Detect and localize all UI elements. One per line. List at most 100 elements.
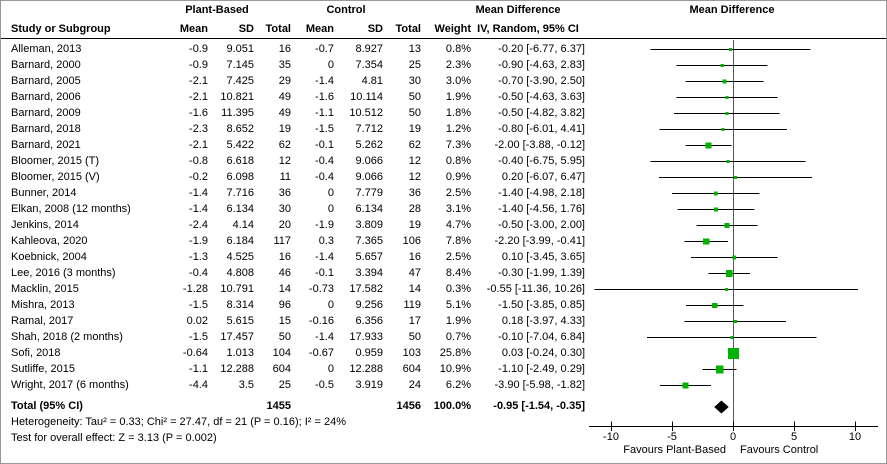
pb-sd-value: 10.791 (220, 283, 254, 295)
col-header-pb-total: Total (265, 23, 291, 35)
ci-text-value: -0.50 [-4.63, 3.63] (498, 91, 585, 103)
weight-value: 0.8% (445, 43, 471, 55)
study-marker (733, 319, 737, 324)
study-name: Jenkins, 2014 (11, 219, 79, 231)
pb-total-value: 46 (278, 267, 291, 279)
study-name: Bunner, 2014 (11, 187, 77, 199)
ci-text-value: -0.80 [-6.01, 4.41] (498, 123, 585, 135)
study-name: Macklin, 2015 (11, 283, 79, 295)
c-sd-value: 17.933 (349, 331, 383, 343)
study-name: Koebnick, 2004 (11, 251, 87, 263)
study-name: Barnard, 2000 (11, 59, 81, 71)
pb-sd-value: 5.615 (226, 315, 254, 327)
study-row: Macklin, 2015 -1.28 10.791 14 -0.73 17.5… (1, 281, 585, 297)
ci-text-value: -1.50 [-3.85, 0.85] (498, 299, 585, 311)
study-row: Alleman, 2013 -0.9 9.051 16 -0.7 8.927 1… (1, 41, 585, 57)
weight-value: 1.8% (445, 107, 471, 119)
study-row: Barnard, 2000 -0.9 7.145 35 0 7.354 25 2… (1, 57, 585, 73)
c-total-value: 50 (408, 91, 421, 103)
c-total-value: 106 (402, 235, 421, 247)
group-header-plant-based: Plant-Based (185, 4, 249, 16)
c-sd-value: 6.356 (355, 315, 383, 327)
total-pb-n: 1455 (266, 400, 291, 412)
study-marker (726, 160, 730, 163)
pb-total-value: 35 (278, 59, 291, 71)
c-total-value: 103 (402, 347, 421, 359)
c-mean-value: -1.4 (315, 251, 334, 263)
ci-text-value: -0.30 [-1.99, 1.39] (498, 267, 585, 279)
total-c-n: 1456 (396, 400, 421, 412)
study-row: Shah, 2018 (2 months) -1.5 17.457 50 -1.… (1, 329, 585, 345)
pb-sd-value: 4.525 (226, 251, 254, 263)
pb-total-value: 11 (279, 171, 291, 183)
study-name: Mishra, 2013 (11, 299, 75, 311)
pb-sd-value: 7.145 (226, 59, 254, 71)
study-name: Barnard, 2005 (11, 75, 81, 87)
study-marker (725, 111, 729, 116)
pb-total-value: 25 (278, 379, 291, 391)
study-row: Wright, 2017 (6 months) -4.4 3.5 25 -0.5… (1, 377, 585, 393)
c-total-value: 30 (408, 75, 421, 87)
header-divider-line (1, 38, 886, 39)
c-total-value: 604 (402, 363, 421, 375)
c-mean-value: -0.4 (315, 155, 334, 167)
pb-sd-value: 11.395 (221, 107, 254, 119)
weight-value: 1.9% (445, 315, 471, 327)
c-mean-value: -1.4 (315, 75, 334, 87)
c-sd-value: 9.256 (355, 299, 383, 311)
pb-sd-value: 17.457 (220, 331, 254, 343)
pb-mean-value: -1.4 (189, 203, 208, 215)
ci-text-value: -3.90 [-5.98, -1.82] (494, 379, 586, 391)
ci-text-value: -0.10 [-7.04, 6.84] (498, 331, 585, 343)
pb-mean-value: -2.4 (189, 219, 208, 231)
c-total-value: 119 (403, 299, 421, 311)
forest-plot-svg: -10 -5 0 5 10 Favours Plant-Based Favours Cont… (589, 40, 878, 456)
pb-sd-value: 6.184 (226, 235, 254, 247)
study-name: Wright, 2017 (6 months) (11, 379, 129, 391)
pb-sd-value: 7.425 (226, 75, 254, 87)
study-marker (720, 63, 724, 68)
pb-mean-value: -4.4 (189, 379, 208, 391)
c-total-value: 50 (408, 331, 421, 343)
c-total-value: 24 (408, 379, 421, 391)
group-header-control: Control (326, 4, 366, 16)
study-name: Sofi, 2018 (11, 347, 61, 359)
pb-mean-value: -2.1 (189, 139, 208, 151)
c-sd-value: 9.066 (355, 171, 383, 183)
study-name: Shah, 2018 (2 months) (11, 331, 123, 343)
col-header-c-mean: Mean (305, 23, 334, 35)
x-tick-label: 0 (730, 431, 736, 443)
ci-text-value: -0.40 [-6.75, 5.95] (498, 155, 585, 167)
c-sd-value: 7.779 (355, 187, 383, 199)
c-sd-value: 8.927 (355, 43, 383, 55)
c-mean-value: -1.4 (315, 331, 334, 343)
c-mean-value: -0.67 (308, 347, 334, 359)
c-mean-value: -0.73 (308, 283, 334, 295)
c-total-value: 13 (408, 43, 421, 55)
c-mean-value: 0 (327, 363, 334, 375)
c-total-value: 25 (408, 59, 421, 71)
favours-right-label: Favours Control (740, 444, 818, 456)
total-row: Total (95% CI) 1455 1456 100.0% -0.95 [-… (1, 398, 585, 414)
pb-mean-value: -1.5 (189, 299, 208, 311)
pb-mean-value: -1.28 (182, 283, 208, 295)
pb-sd-value: 6.134 (226, 203, 254, 215)
total-spacer (208, 398, 254, 414)
pb-total-value: 15 (278, 315, 291, 327)
study-name: Bloomer, 2015 (T) (11, 155, 100, 167)
study-name: Barnard, 2009 (11, 107, 81, 119)
pb-sd-value: 9.051 (226, 43, 254, 55)
ci-text-value: -1.40 [-4.56, 1.76] (498, 203, 585, 215)
x-tick-label: -10 (603, 431, 619, 443)
pb-mean-value: 0.02 (186, 315, 208, 327)
c-mean-value: -0.7 (315, 43, 334, 55)
weight-value: 2.3% (445, 59, 471, 71)
ci-text-value: -0.55 [-11.36, 10.26] (486, 283, 585, 295)
study-row: Bloomer, 2015 (V) -0.2 6.098 11 -0.4 9.0… (1, 169, 585, 185)
col-header-ci: IV, Random, 95% CI (477, 23, 579, 35)
x-tick-label: -5 (667, 431, 677, 443)
weight-value: 2.5% (445, 251, 471, 263)
pb-sd-value: 12.288 (220, 363, 254, 375)
pb-total-value: 20 (278, 219, 291, 231)
weight-value: 2.5% (445, 187, 471, 199)
